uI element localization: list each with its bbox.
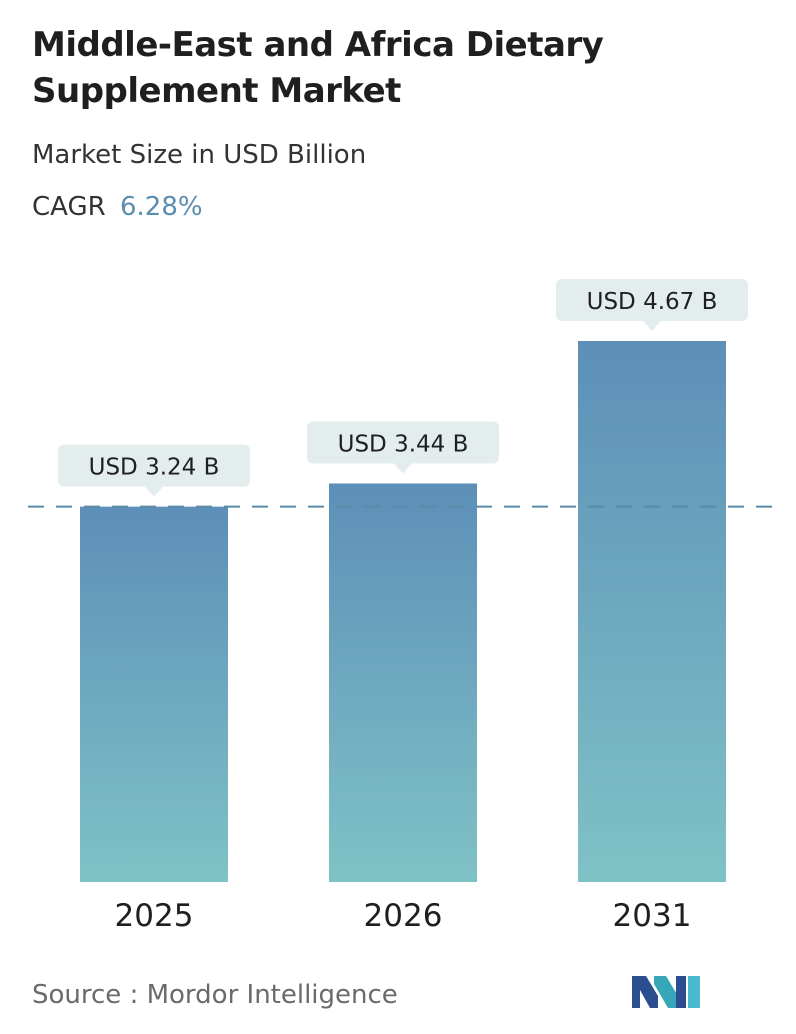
cagr-line: CAGR 6.28%	[32, 192, 203, 222]
data-label-2025: USD 3.24 B	[58, 444, 250, 497]
x-tick-2025: 2025	[115, 898, 194, 934]
data-label-text: USD 3.44 B	[338, 431, 469, 457]
labels-layer: USD 3.24 B USD 3.44 B USD 4.67 B	[58, 279, 748, 497]
data-label-2031: USD 4.67 B	[556, 279, 748, 331]
data-label-text: USD 3.24 B	[89, 455, 220, 481]
x-tick-2026: 2026	[364, 898, 443, 934]
x-tick-2031: 2031	[613, 898, 692, 934]
x-axis-ticks: 2025 2026 2031	[115, 898, 692, 934]
data-label-text: USD 4.67 B	[587, 289, 718, 315]
bar-2031	[578, 341, 726, 882]
cagr-label: CAGR	[32, 192, 106, 222]
source-text: Source : Mordor Intelligence	[32, 980, 398, 1010]
chart-subtitle: Market Size in USD Billion	[32, 140, 367, 170]
mordor-intelligence-logo-icon	[632, 976, 700, 1008]
bars-layer	[80, 341, 726, 882]
bar-2025	[80, 506, 228, 882]
data-label-2026: USD 3.44 B	[307, 421, 499, 474]
bar-2026	[329, 483, 477, 882]
cagr-value: 6.28%	[119, 192, 203, 222]
chart-title: Middle-East and Africa Dietary Supplemen…	[32, 25, 604, 111]
